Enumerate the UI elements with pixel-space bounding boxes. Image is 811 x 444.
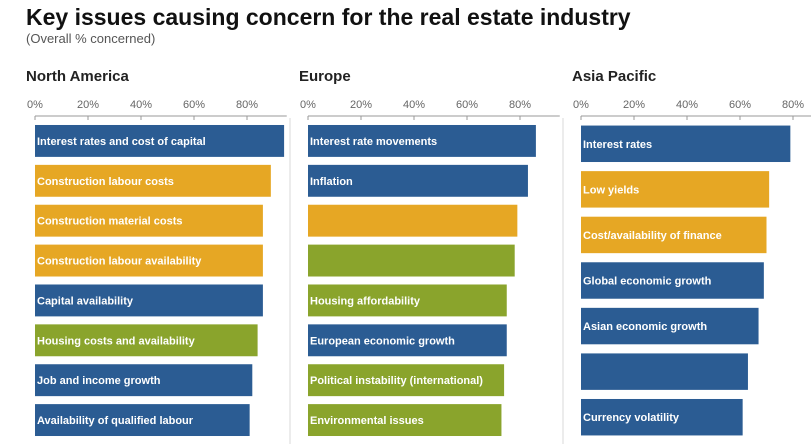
bar	[581, 125, 791, 163]
bar	[308, 164, 528, 197]
bar	[308, 124, 536, 157]
bar-label: Inflation	[310, 176, 353, 188]
bar-label: Construction material costs	[37, 216, 182, 228]
panel-title: Asia Pacific	[572, 68, 656, 85]
bar-label: Environmental issues	[310, 415, 424, 427]
x-tick-label: 0%	[300, 99, 316, 111]
x-tick-label: 60%	[183, 99, 205, 111]
bar-label: Interest rate movements	[310, 136, 437, 148]
x-tick-label: 80%	[782, 99, 804, 111]
bar	[308, 364, 505, 397]
bar-label: Housing costs and availability	[37, 335, 196, 347]
bar	[35, 404, 250, 437]
x-tick-label: 40%	[130, 99, 152, 111]
bar	[308, 284, 507, 317]
bar	[581, 353, 748, 390]
chart-subtitle: (Overall % concerned)	[26, 31, 156, 46]
bar	[35, 244, 263, 277]
bar-label: Asian economic growth	[583, 321, 707, 333]
x-tick-label: 0%	[27, 99, 43, 111]
bar-label: Housing affordability	[310, 295, 421, 307]
bar	[35, 364, 253, 397]
x-tick-label: 20%	[350, 99, 372, 111]
bar-label: Interest rates	[583, 139, 652, 151]
bar	[308, 404, 502, 437]
bar-label: Currency volatility	[583, 412, 680, 424]
bar	[35, 324, 258, 357]
x-tick-label: 80%	[236, 99, 258, 111]
bar	[35, 164, 271, 197]
bar	[35, 204, 263, 237]
bar-label: Capital availability	[37, 295, 134, 307]
panel-title: Europe	[299, 68, 351, 85]
x-tick-label: 20%	[77, 99, 99, 111]
bar-label: Construction labour availability	[37, 256, 202, 268]
bar	[581, 398, 743, 436]
bar	[581, 216, 767, 254]
bar	[308, 204, 518, 237]
panel-title: North America	[26, 68, 129, 85]
bar-label: Low yields	[583, 184, 639, 196]
bar-label: Political instability (international)	[310, 375, 483, 387]
bar-label: Availability of qualified labour	[37, 415, 194, 427]
x-tick-label: 60%	[456, 99, 478, 111]
bar-label: European economic growth	[310, 335, 455, 347]
bar	[35, 124, 285, 157]
x-tick-label: 80%	[509, 99, 531, 111]
bar-label: Cost/availability of finance	[583, 230, 722, 242]
bar	[308, 244, 515, 277]
bar-label: Job and income growth	[37, 375, 161, 387]
x-tick-label: 40%	[676, 99, 698, 111]
x-tick-label: 20%	[623, 99, 645, 111]
bar	[308, 324, 507, 357]
bar	[35, 284, 263, 317]
bar	[581, 262, 764, 299]
bar	[581, 307, 759, 345]
chart-title: Key issues causing concern for the real …	[26, 4, 631, 30]
x-tick-label: 60%	[729, 99, 751, 111]
bar	[581, 171, 770, 208]
bar-label: Interest rates and cost of capital	[37, 136, 206, 148]
bar-label: Construction labour costs	[37, 176, 174, 188]
bar-label: Global economic growth	[583, 276, 712, 288]
x-tick-label: 40%	[403, 99, 425, 111]
x-tick-label: 0%	[573, 99, 589, 111]
